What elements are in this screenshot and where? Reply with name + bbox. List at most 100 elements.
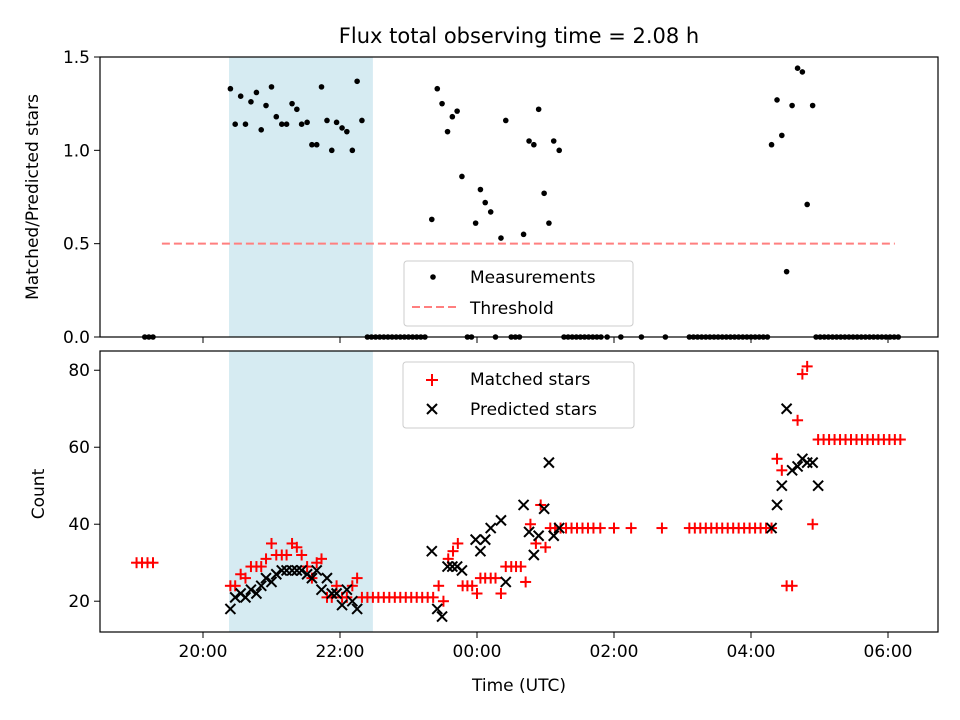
- measurement-point: [520, 231, 527, 238]
- predicted-star-point: [351, 603, 363, 615]
- predicted-star-point: [250, 587, 263, 600]
- count-y-tick-label: 20: [68, 592, 90, 612]
- matched-star-point: [792, 414, 804, 426]
- count-panel-frame: [99, 350, 939, 633]
- matched-star-point: [437, 595, 449, 607]
- predicted-star-point: [553, 522, 565, 534]
- ratio-y-tick-label: 0.5: [63, 235, 90, 255]
- predicted-star-point: [771, 499, 783, 511]
- matched-star-point: [594, 522, 606, 534]
- measurement-point: [263, 102, 269, 109]
- measurement-point: [248, 99, 254, 105]
- legend-matched-marker: [426, 374, 438, 386]
- matched-star-point: [656, 522, 668, 534]
- matched-star-point: [771, 453, 783, 465]
- predicted-star-point: [786, 464, 798, 477]
- measurement-point: [498, 235, 504, 241]
- ratio-legend-box: [403, 260, 634, 327]
- matched-star-point: [625, 522, 637, 534]
- ratio-panel-frame: [99, 56, 939, 338]
- predicted-star-point: [532, 530, 545, 542]
- predicted-star-point: [801, 456, 813, 469]
- predicted-star-point: [315, 583, 328, 596]
- predicted-star-point: [276, 564, 288, 577]
- matched-star-point: [316, 553, 328, 565]
- count-legend: Matched stars Predicted stars: [402, 361, 635, 429]
- measurement-point: [258, 127, 265, 133]
- measurement-point: [809, 102, 816, 109]
- predicted-star-point: [341, 583, 353, 596]
- count-x-tick-label: 20:00: [179, 642, 228, 662]
- count-x-tick-label: 00:00: [453, 642, 502, 662]
- ratio-panel: 0.0 0.5 1.0 1.5 Matched/Predicted stars Mea…: [23, 48, 939, 348]
- measurement-point: [309, 141, 315, 148]
- measurement-point: [344, 128, 350, 135]
- measurement-point: [535, 106, 542, 113]
- predicted-star-point: [346, 595, 359, 607]
- measurement-point: [294, 106, 300, 113]
- measurement-point: [273, 113, 280, 120]
- predicted-star-point: [548, 530, 560, 542]
- measurement-point: [799, 69, 806, 75]
- measurement-point: [541, 190, 547, 197]
- matched-star-point: [229, 580, 241, 592]
- matched-star-point: [471, 588, 483, 600]
- measurement-point: [313, 141, 320, 148]
- matched-star-point: [608, 522, 620, 534]
- measurement-point: [232, 121, 238, 127]
- measurement-point: [318, 84, 325, 90]
- measurement-point: [472, 220, 479, 226]
- predicted-star-point: [306, 572, 318, 584]
- matched-star-point: [776, 464, 788, 476]
- measurement-point: [333, 119, 340, 126]
- measurement-point: [487, 209, 494, 215]
- predicted-star-point: [528, 549, 540, 561]
- predicted-star-point: [321, 572, 333, 584]
- predicted-star-point: [776, 480, 788, 492]
- matched-star-point: [147, 557, 159, 569]
- measurement-point: [434, 85, 441, 92]
- matched-star-point: [346, 580, 358, 592]
- matched-star-point: [807, 518, 819, 530]
- measurement-point: [774, 97, 780, 103]
- matched-star-point: [433, 580, 445, 592]
- matched-star-point: [489, 572, 501, 584]
- matched-star-point: [540, 541, 551, 553]
- matched-star-point: [291, 541, 303, 553]
- count-x-tick-label: 02:00: [590, 642, 639, 662]
- legend-threshold-label: Threshold: [469, 299, 554, 319]
- measurement-point: [339, 125, 345, 131]
- measurement-point: [556, 147, 562, 154]
- predicted-star-point: [291, 564, 303, 577]
- predicted-star-point: [260, 572, 272, 584]
- measurement-point: [804, 201, 810, 208]
- predicted-star-point: [270, 568, 283, 580]
- measurement-point: [283, 121, 290, 127]
- predicted-star-point: [286, 564, 298, 577]
- matched-star-point: [520, 576, 532, 588]
- predicted-star-point: [436, 610, 448, 623]
- predicted-star-point: [245, 583, 257, 596]
- measurement-point: [794, 65, 801, 71]
- ratio-observing-span: [229, 57, 373, 337]
- count-x-tick-label: 06:00: [864, 642, 913, 662]
- predicted-star-point: [806, 456, 819, 469]
- predicted-star-point: [446, 560, 459, 573]
- measurement-point: [449, 113, 456, 120]
- predicted-star-point: [431, 603, 443, 615]
- matched-star-point: [260, 553, 272, 565]
- legend-measurements-marker: [430, 274, 436, 280]
- measurement-point: [783, 268, 790, 275]
- matched-star-point: [239, 572, 251, 584]
- count-x-tick-label: 04:00: [727, 642, 776, 662]
- measurement-point: [477, 186, 484, 193]
- predicted-star-point: [441, 560, 454, 573]
- legend-matched-label: Matched stars: [470, 370, 590, 390]
- matched-star-point: [281, 549, 293, 561]
- measurement-point: [546, 220, 552, 226]
- predicted-star-point: [229, 591, 241, 604]
- predicted-star-point: [543, 456, 555, 469]
- measurement-point: [502, 117, 509, 124]
- matched-star-point: [427, 591, 439, 603]
